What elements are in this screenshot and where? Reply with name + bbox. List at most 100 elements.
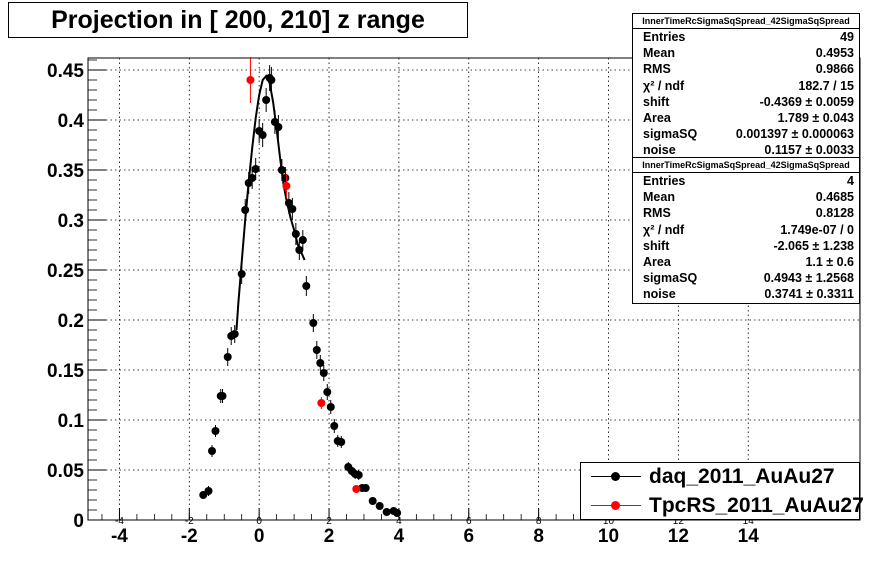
- stat-chi2: χ² / ndf 1.749e-07 / 0: [643, 222, 854, 237]
- x-tick-label: -4: [111, 526, 128, 547]
- x-tick-label-inner: 10: [603, 516, 615, 527]
- data-point: [291, 230, 300, 238]
- data-point: [262, 96, 271, 104]
- data-point: [302, 282, 311, 290]
- data-point: [309, 319, 318, 327]
- legend-label: TpcRS_2011_AuAu27: [649, 494, 864, 517]
- x-tick-label: 8: [533, 526, 544, 547]
- grid-lines: [88, 58, 860, 520]
- data-point: [208, 447, 217, 455]
- legend-marker-icon: [611, 472, 620, 481]
- stat-rms: RMS 0.9866: [643, 62, 854, 77]
- legend: daq_2011_AuAu27 TpcRS_2011_AuAu27: [580, 462, 864, 520]
- data-point: [319, 369, 328, 377]
- x-tick-label-inner: 6: [466, 516, 472, 527]
- stats-box-title: InnerTimeRcSigmaSqSpread_42SigmaSqSpread: [633, 14, 859, 29]
- x-tick-label-inner: -2: [185, 516, 194, 527]
- y-tick-label: 0.45: [47, 61, 84, 82]
- y-tick-label: 0.3: [58, 211, 84, 232]
- data-point: [241, 206, 250, 214]
- data-point: [258, 131, 267, 139]
- data-point: [223, 353, 232, 361]
- y-tick-label: 0.4: [58, 111, 85, 132]
- stat-entries: Entries 4: [643, 174, 854, 188]
- x-tick-label: -2: [181, 526, 198, 547]
- data-point: [368, 497, 377, 505]
- x-tick-label: 10: [598, 526, 619, 547]
- data-point: [267, 76, 276, 84]
- x-tick-label-inner: 8: [536, 516, 542, 527]
- stat-noise: noise 0.3741 ± 0.3311: [643, 287, 854, 302]
- data-point: [312, 346, 321, 354]
- y-tick-label: 0: [73, 511, 84, 532]
- x-tick-label-inner: 0: [256, 516, 262, 527]
- stat-shift: shift -2.065 ± 1.238: [643, 238, 854, 253]
- legend-entry-tpcrs: TpcRS_2011_AuAu27: [581, 492, 864, 520]
- stats-box-tpcrs: InnerTimeRcSigmaSqSpread_42SigmaSqSpread…: [632, 157, 860, 304]
- y-tick-label: 0.35: [47, 161, 84, 182]
- data-point: [337, 438, 346, 446]
- legend-marker-icon: [611, 501, 620, 510]
- data-markers: [199, 57, 402, 517]
- data-point: [323, 388, 332, 396]
- data-point: [375, 502, 384, 510]
- data-point: [326, 403, 335, 411]
- chart-title: Projection in [ 200, 210] z range: [51, 6, 425, 34]
- data-point: [211, 427, 220, 435]
- x-tick-label-inner: 2: [326, 516, 332, 527]
- stat-shift: shift -0.4369 ± 0.0059: [643, 94, 854, 109]
- data-point: [295, 246, 304, 254]
- data-point: [282, 182, 291, 190]
- data-point: [316, 359, 325, 367]
- data-point: [317, 399, 326, 407]
- y-tick-label: 0.05: [47, 461, 84, 482]
- stat-mean: Mean 0.4685: [643, 190, 854, 205]
- x-tick-label: 2: [324, 526, 335, 547]
- x-tick-label-inner: 4: [396, 516, 402, 527]
- stat-chi2: χ² / ndf 182.7 / 15: [643, 78, 854, 93]
- data-point: [246, 76, 255, 84]
- x-tick-label: 0: [254, 526, 265, 547]
- stat-entries: Entries 49: [643, 30, 854, 44]
- data-point: [298, 236, 307, 244]
- stats-box-daq: InnerTimeRcSigmaSqSpread_42SigmaSqSpread…: [632, 13, 860, 160]
- legend-entry-daq: daq_2011_AuAu27: [581, 463, 859, 491]
- data-point: [393, 509, 402, 517]
- stat-noise: noise 0.1157 ± 0.0033: [643, 143, 854, 158]
- x-tick-label: 6: [463, 526, 474, 547]
- stat-area: Area 1.1 ± 0.6: [643, 254, 854, 269]
- data-point: [204, 487, 213, 495]
- data-point: [277, 166, 286, 174]
- y-tick-label: 0.25: [47, 261, 84, 282]
- x-tick-label: 4: [394, 526, 405, 547]
- legend-label: daq_2011_AuAu27: [649, 465, 835, 488]
- stat-sigmasq: sigmaSQ 0.001397 ± 0.000063: [643, 127, 854, 142]
- data-point: [284, 199, 293, 207]
- fit-curve: [235, 74, 306, 331]
- data-point: [382, 508, 391, 516]
- x-tick-label-inner: 12: [673, 516, 685, 527]
- data-point: [274, 123, 283, 131]
- data-point: [251, 165, 260, 173]
- data-point: [361, 484, 370, 492]
- fit-curve-line: [235, 74, 306, 331]
- stat-sigmasq: sigmaSQ 0.4943 ± 1.2568: [643, 271, 854, 286]
- data-point: [352, 485, 361, 493]
- plot-frame: [87, 57, 861, 521]
- y-tick-label: 0.2: [58, 311, 84, 332]
- data-point: [230, 330, 239, 338]
- x-tick-label-inner: -4: [115, 516, 124, 527]
- y-tick-label: 0.15: [47, 361, 84, 382]
- stat-rms: RMS 0.8128: [643, 206, 854, 221]
- stat-mean: Mean 0.4953: [643, 46, 854, 61]
- stat-area: Area 1.789 ± 0.043: [643, 110, 854, 125]
- x-tick-label: 12: [668, 526, 689, 547]
- y-tick-label: 0.1: [58, 411, 85, 432]
- data-point: [354, 471, 363, 479]
- data-point: [218, 392, 227, 400]
- stats-box-title: InnerTimeRcSigmaSqSpread_42SigmaSqSpread: [633, 158, 859, 173]
- x-tick-label: 14: [738, 526, 760, 547]
- x-tick-label-inner: 14: [743, 516, 755, 527]
- title-box: Projection in [ 200, 210] z range: [8, 2, 468, 38]
